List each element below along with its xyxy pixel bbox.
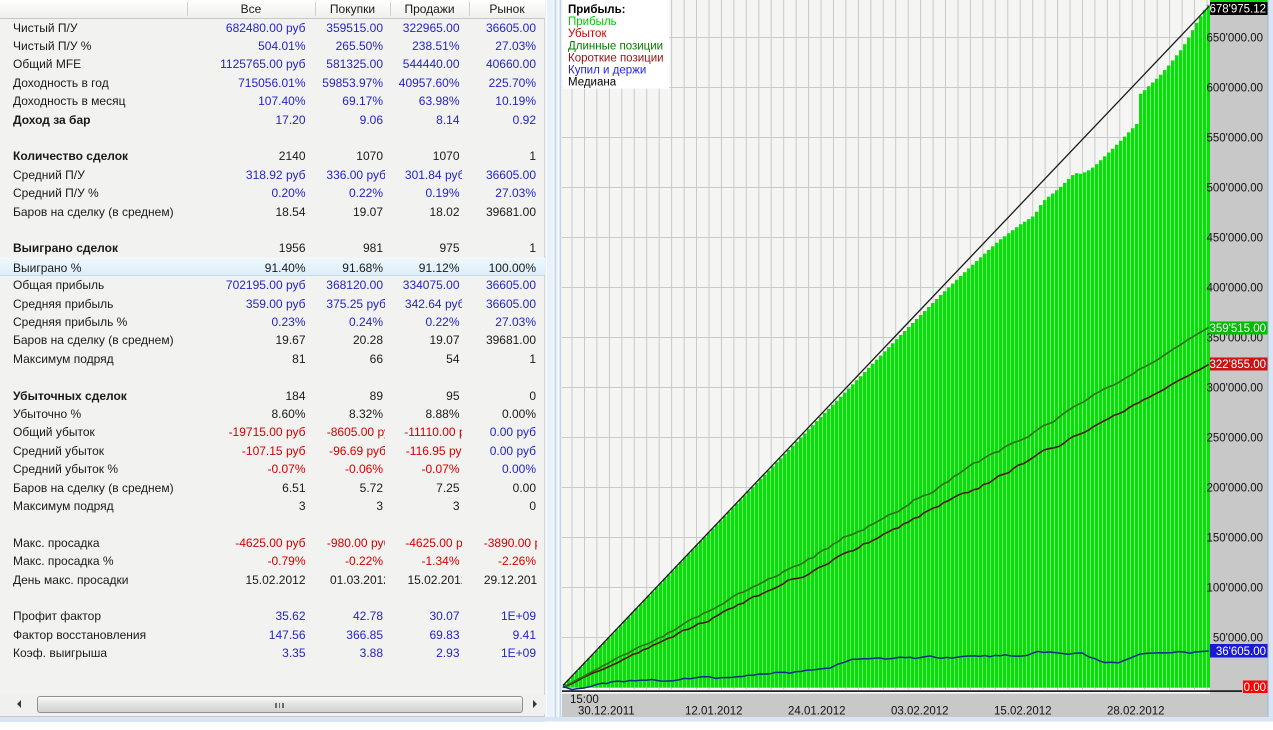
svg-text:Убыток: Убыток [568,28,607,40]
svg-text:200'000.00: 200'000.00 [1206,483,1263,495]
svg-text:250'000.00: 250'000.00 [1206,433,1263,445]
svg-text:15:00: 15:00 [570,694,599,706]
svg-text:150'000.00: 150'000.00 [1206,533,1263,545]
svg-text:50'000.00: 50'000.00 [1213,633,1263,645]
svg-text:650'000.00: 650'000.00 [1206,33,1263,45]
svg-text:350'000.00: 350'000.00 [1206,333,1263,345]
svg-text:28.02.2012: 28.02.2012 [1107,706,1165,718]
svg-text:Медиана: Медиана [568,77,617,89]
svg-text:600'000.00: 600'000.00 [1206,83,1263,95]
svg-text:0.00: 0.00 [1244,682,1266,694]
svg-text:500'000.00: 500'000.00 [1206,183,1263,195]
svg-text:12.01.2012: 12.01.2012 [685,706,743,718]
svg-text:Длинные позиции: Длинные позиции [568,40,663,52]
svg-text:Короткие позиции: Короткие позиции [568,52,664,64]
svg-text:678'975.12: 678'975.12 [1209,4,1266,16]
svg-text:300'000.00: 300'000.00 [1206,383,1263,395]
svg-text:550'000.00: 550'000.00 [1206,133,1263,145]
svg-text:322'855.00: 322'855.00 [1209,359,1266,371]
svg-text:Купил и держи: Купил и держи [568,65,646,77]
svg-text:03.02.2012: 03.02.2012 [891,706,949,718]
svg-text:359'515.00: 359'515.00 [1209,323,1266,335]
svg-text:30.12.2011: 30.12.2011 [578,706,635,718]
svg-text:400'000.00: 400'000.00 [1206,283,1263,295]
svg-text:15.02.2012: 15.02.2012 [994,706,1052,718]
svg-text:36'605.00: 36'605.00 [1216,646,1266,658]
svg-text:Прибыль: Прибыль [568,16,617,28]
svg-text:Прибыль:: Прибыль: [568,4,626,16]
svg-text:100'000.00: 100'000.00 [1206,583,1263,595]
svg-text:450'000.00: 450'000.00 [1206,233,1263,245]
svg-text:24.01.2012: 24.01.2012 [788,706,846,718]
